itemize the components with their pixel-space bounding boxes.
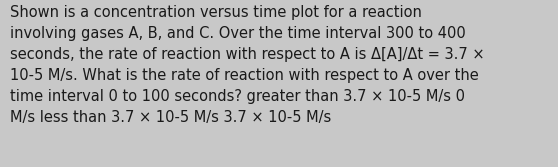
Text: Shown is a concentration versus time plot for a reaction
involving gases A, B, a: Shown is a concentration versus time plo… xyxy=(10,5,485,125)
